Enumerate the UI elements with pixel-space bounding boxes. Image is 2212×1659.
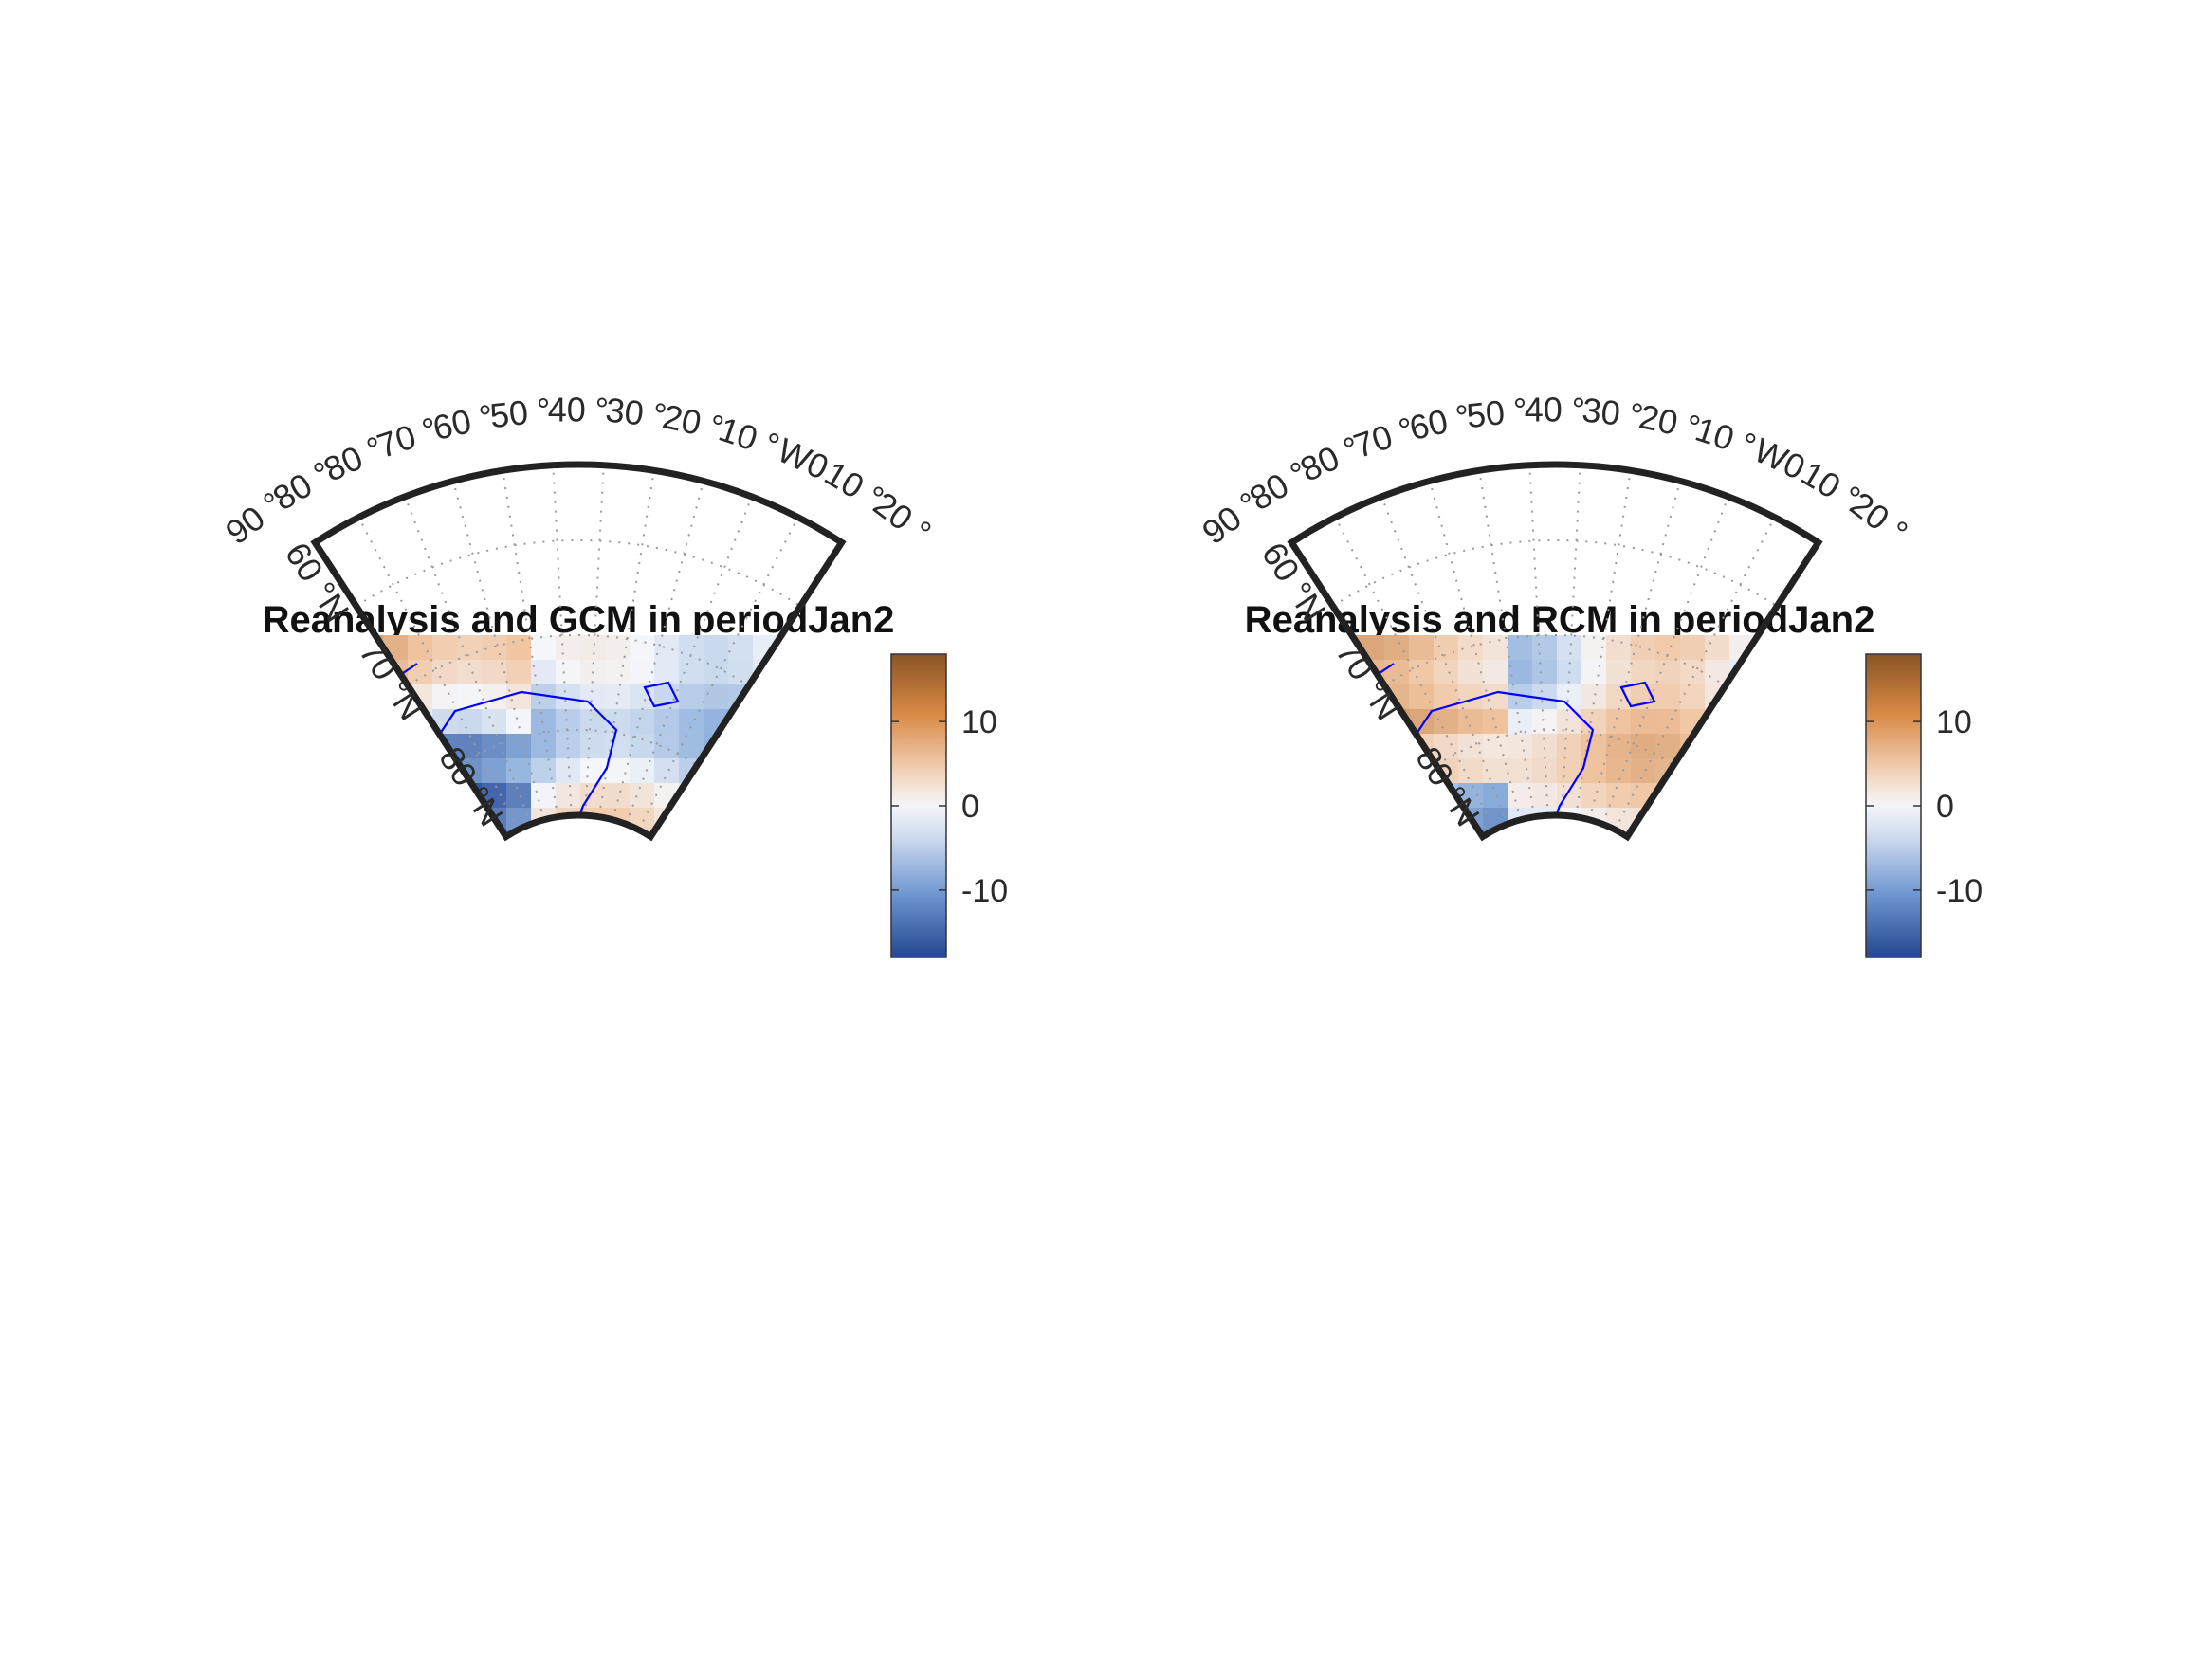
lat-label: 60 °N [1254,536,1334,629]
lon-label: 50 ° [488,390,553,435]
colorbar-rcm: 10 0 -10 [1865,653,1983,958]
lon-label: 60 ° [430,396,498,447]
lon-label: 60 ° [1406,396,1474,447]
map-frame-gcm [310,461,847,842]
lon-label: 50 ° [1465,390,1529,435]
lon-label: 10 ° [714,410,784,465]
colorbar-tick-label: 10 [1936,704,1972,740]
lon-label: 30 ° [1581,390,1645,435]
colorbar-tick-label: 0 [961,789,979,825]
colorbar-tick-label: -10 [1936,873,1983,909]
lon-label: 10 ° [1691,410,1761,465]
map-panel-rcm: 80 °N70 °N60 °N90 °80 °80 °70 °60 °50 °4… [1195,390,1983,958]
colorbar-gcm: 10 0 -10 [890,653,1008,958]
svalbard-coastline [643,681,680,708]
anomaly-field-gcm [315,635,842,837]
colorbar-tick-label: 10 [961,704,997,740]
anomaly-field-rcm [1291,635,1819,837]
graticule-rcm [1332,465,1778,830]
colorbar-tick-label: -10 [961,873,1008,909]
colorbar-tick-label: 0 [1936,789,1954,825]
lon-label: 30 ° [604,390,668,435]
iceland-coastline [1612,858,1664,886]
lon-label: 40 ° [548,391,609,429]
lat-label: 60 °N [278,536,357,629]
colorbar-gradient [890,653,947,958]
colorbar-gradient [1865,653,1922,958]
map-panel-gcm: 80 °N70 °N60 °N90 °80 °80 °70 °60 °50 °4… [218,390,1008,958]
map-frame-rcm [1287,461,1823,842]
svalbard-coastline [1619,681,1656,708]
lon-label: 40 ° [1525,391,1585,429]
iceland-coastline [635,858,687,886]
